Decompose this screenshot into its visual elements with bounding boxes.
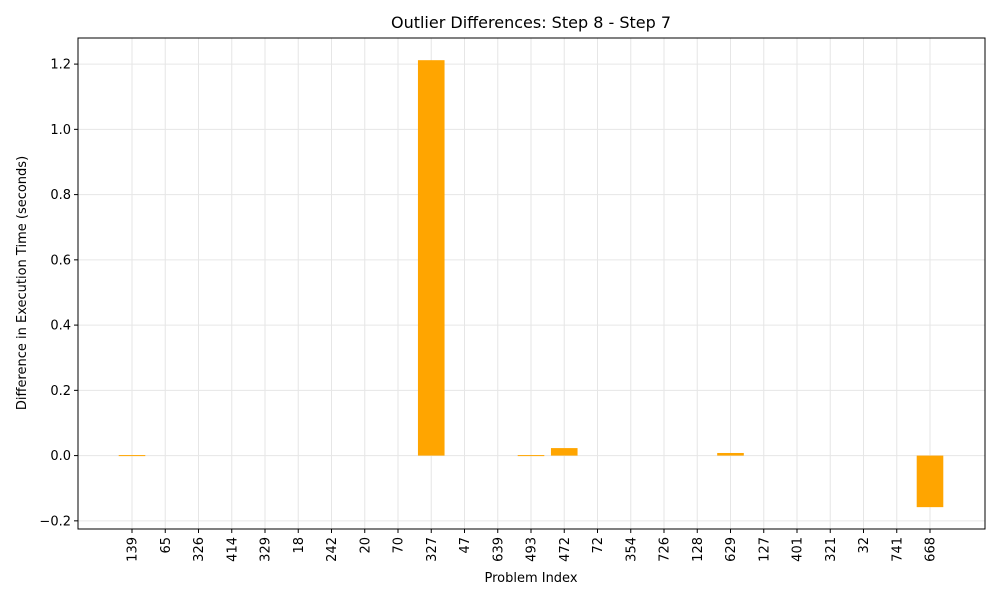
x-tick-label: 354 xyxy=(624,537,639,562)
axes-layer: −0.2 0.0 0.2 0.4 0.6 0.8 1.0 1.2 139 65 326 414 329 1… xyxy=(39,58,938,562)
x-tick-label: 639 xyxy=(491,537,506,562)
x-tick-label: 327 xyxy=(425,537,440,562)
x-tick-label: 128 xyxy=(691,537,706,562)
x-tick-label: 472 xyxy=(558,537,573,562)
bar xyxy=(118,455,146,457)
x-tick-label: 629 xyxy=(724,537,739,562)
x-tick-label: 65 xyxy=(159,537,174,554)
x-axis-title: Problem Index xyxy=(484,571,577,586)
x-tick-label: 668 xyxy=(924,537,939,562)
bar xyxy=(550,448,578,456)
x-tick-label: 139 xyxy=(126,537,141,562)
x-tick-label: 321 xyxy=(824,537,839,562)
x-tick-label: 414 xyxy=(225,537,240,562)
x-tick-label: 401 xyxy=(791,537,806,562)
x-tick-label: 70 xyxy=(392,537,407,554)
y-axis-title: Difference in Execution Time (seconds) xyxy=(15,156,30,410)
y-tick-label: −0.2 xyxy=(39,514,71,529)
x-tick-label: 726 xyxy=(658,537,673,562)
chart-title: Outlier Differences: Step 8 - Step 7 xyxy=(391,13,671,32)
bar xyxy=(417,60,445,456)
x-tick-label: 72 xyxy=(591,537,606,554)
x-tick-label: 20 xyxy=(358,537,373,554)
bars-layer xyxy=(118,60,944,508)
x-tick-label: 32 xyxy=(857,537,872,554)
y-tick-label: 0.0 xyxy=(50,449,71,464)
y-tick-label: 0.2 xyxy=(50,384,71,399)
x-tick-label: 18 xyxy=(292,537,307,554)
y-tick-label: 1.2 xyxy=(50,58,71,73)
x-tick-label: 242 xyxy=(325,537,340,562)
x-tick-label: 47 xyxy=(458,537,473,554)
bar xyxy=(916,455,944,508)
y-tick-label: 0.8 xyxy=(50,188,71,203)
x-tick-label: 326 xyxy=(192,537,207,562)
x-tick-label: 127 xyxy=(757,537,772,562)
x-tick-label: 741 xyxy=(890,537,905,562)
x-tick-label: 329 xyxy=(259,537,274,562)
y-tick-label: 0.4 xyxy=(50,319,71,334)
y-tick-label: 0.6 xyxy=(50,253,71,268)
y-tick-label: 1.0 xyxy=(50,123,71,138)
bar xyxy=(517,455,545,457)
bar xyxy=(717,452,744,456)
x-tick-label: 493 xyxy=(525,537,540,562)
